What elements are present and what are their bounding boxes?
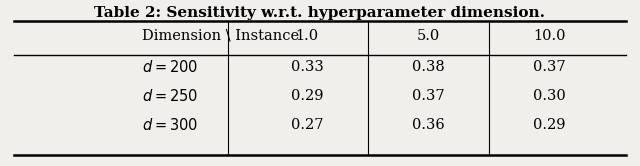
Text: 5.0: 5.0 xyxy=(417,29,440,43)
Text: 0.27: 0.27 xyxy=(291,118,323,132)
Text: 0.33: 0.33 xyxy=(291,60,324,74)
Text: Dimension \ Instance: Dimension \ Instance xyxy=(141,29,299,43)
Text: 0.29: 0.29 xyxy=(291,89,323,103)
Text: 0.36: 0.36 xyxy=(412,118,445,132)
Text: 0.30: 0.30 xyxy=(533,89,566,103)
Text: $d = 200$: $d = 200$ xyxy=(141,59,198,75)
Text: 1.0: 1.0 xyxy=(296,29,319,43)
Text: 0.37: 0.37 xyxy=(412,89,445,103)
Text: 0.29: 0.29 xyxy=(533,118,566,132)
Text: $d = 300$: $d = 300$ xyxy=(141,117,198,133)
Text: 10.0: 10.0 xyxy=(533,29,566,43)
Text: 0.38: 0.38 xyxy=(412,60,445,74)
Text: 0.37: 0.37 xyxy=(533,60,566,74)
Text: $d = 250$: $d = 250$ xyxy=(141,88,198,104)
Text: Table 2: Sensitivity w.r.t. hyperparameter dimension.: Table 2: Sensitivity w.r.t. hyperparamet… xyxy=(95,6,545,20)
